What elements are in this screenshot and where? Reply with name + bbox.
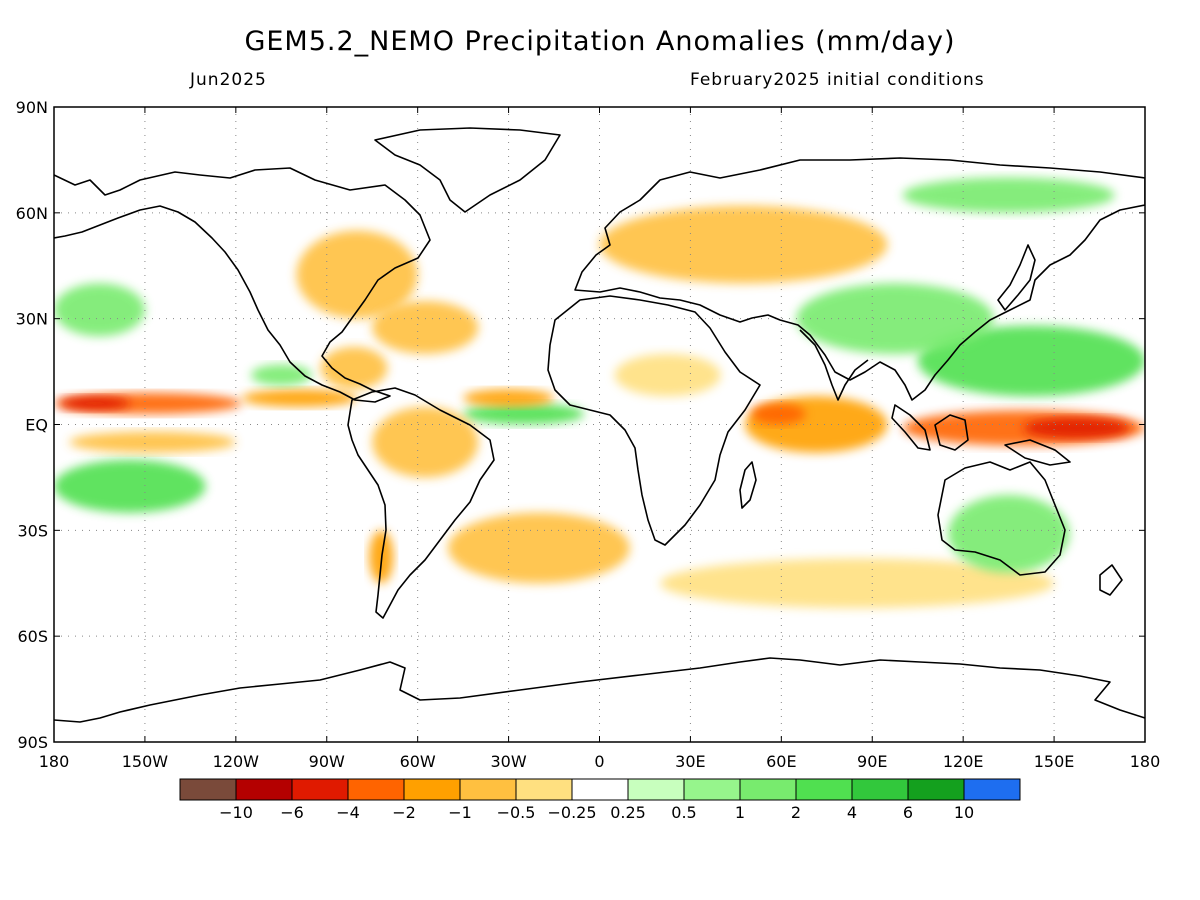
colorbar-swatch	[235, 778, 293, 801]
colorbar: −10 −6 −4 −2 −1 −0.5 −0.25 0.25 0.5 1 2 4 6 10	[179, 778, 1021, 822]
coastline-antarctica	[54, 657, 1145, 723]
colorbar-label: 2	[791, 803, 801, 822]
colorbar-label: −1	[448, 803, 472, 822]
colorbar-label: 6	[903, 803, 913, 822]
lat-tick-label: 60S	[17, 627, 48, 646]
colorbar-label: 1	[735, 803, 745, 822]
lon-tick-label: 90E	[857, 752, 887, 771]
colorbar-label: −2	[392, 803, 416, 822]
colorbar-swatch	[291, 778, 349, 801]
map-title: GEM5.2_NEMO Precipitation Anomalies (mm/…	[244, 26, 956, 57]
lon-tick-label: 180	[39, 752, 70, 771]
lon-tick-label: 120W	[213, 752, 260, 771]
colorbar-swatch	[403, 778, 461, 801]
lat-tick-label: 60N	[16, 204, 48, 223]
anomaly-equatorial-atlantic-wet	[463, 403, 585, 425]
coastline-madagascar	[739, 461, 757, 509]
anomaly-africa-sahel-dry	[614, 353, 721, 397]
lat-tick-label: 90N	[16, 98, 48, 117]
colorbar-label: −0.25	[547, 803, 596, 822]
lon-tick-label: 180	[1130, 752, 1161, 771]
colorbar-swatch	[963, 778, 1021, 801]
colorbar-swatch	[627, 778, 685, 801]
anomaly-europe-asia-dry	[599, 205, 888, 284]
coastline-australia	[937, 461, 1066, 576]
anomaly-west-pacific-wet	[917, 325, 1145, 397]
anomaly-north-siberia-wet	[902, 177, 1115, 213]
lat-tick-label: 30N	[16, 310, 48, 329]
anomaly-north-atlantic-dry	[372, 301, 479, 354]
lon-tick-label: 150E	[1034, 752, 1075, 771]
colorbar-swatch	[179, 778, 237, 801]
coastline-africa	[547, 295, 761, 546]
colorbar-swatch	[851, 778, 909, 801]
colorbar-label: −4	[336, 803, 360, 822]
colorbar-label: 4	[847, 803, 857, 822]
forecast-month: Jun2025	[190, 70, 267, 90]
anomaly-east-pacific-wet	[250, 364, 312, 386]
colorbar-swatch	[739, 778, 797, 801]
anomaly-australia-wet	[948, 495, 1070, 573]
coastline-borneo	[934, 414, 969, 451]
colorbar-swatch	[515, 778, 573, 801]
lon-tick-label: 120E	[943, 752, 984, 771]
anomaly-indian-ocean-core	[751, 403, 806, 425]
colorbar-swatch	[683, 778, 741, 801]
anomaly-south-pacific-dry	[69, 431, 236, 453]
lat-tick-label: 30S	[17, 521, 48, 540]
colorbar-swatch	[907, 778, 965, 801]
coastline-india	[799, 329, 869, 401]
anomaly-itcz-east-pacific-dry	[241, 389, 358, 407]
anomaly-south-america-dry	[372, 406, 479, 478]
coastline-eurasia	[574, 157, 1145, 401]
coastlines	[54, 127, 1145, 723]
lon-tick-label: 30W	[490, 752, 526, 771]
coastline-new-zealand	[1099, 564, 1123, 596]
lat-tick-label: 90S	[17, 733, 48, 752]
lon-tick-label: 90W	[309, 752, 345, 771]
colorbar-label: 0.25	[610, 803, 646, 822]
coastline-south-america	[347, 387, 495, 619]
coastline-sumatra	[891, 404, 931, 451]
colorbar-label: −10	[219, 803, 253, 822]
colorbar-label: 10	[954, 803, 974, 822]
lon-tick-label: 60E	[766, 752, 796, 771]
colorbar-swatch	[571, 778, 629, 801]
colorbar-swatch	[795, 778, 853, 801]
colorbar-label: −0.5	[497, 803, 536, 822]
lon-tick-label: 60W	[400, 752, 436, 771]
anomaly-south-pacific-wet	[54, 459, 206, 513]
colorbar-label: 0.5	[671, 803, 696, 822]
coastline-greenland	[374, 127, 561, 213]
lon-tick-label: 150W	[122, 752, 169, 771]
colorbar-swatch	[347, 778, 405, 801]
anomaly-central-america-dry	[320, 346, 388, 390]
anomaly-west-pacific-core	[1023, 417, 1130, 439]
coastline-japan	[997, 244, 1036, 311]
initial-conditions-label: February2025 initial conditions	[690, 70, 985, 90]
colorbar-label: −6	[280, 803, 304, 822]
colorbar-swatch	[459, 778, 517, 801]
lon-tick-label: 0	[594, 752, 604, 771]
coastline-north-america	[54, 167, 431, 403]
coastline-new-guinea	[1004, 439, 1071, 466]
anomaly-itcz-central-pacific-core	[60, 396, 130, 411]
anomaly-southern-ocean-dry	[660, 558, 1055, 608]
anomaly-west-atlantic-dry	[463, 389, 555, 407]
lat-tick-label: EQ	[25, 416, 48, 435]
lon-tick-label: 30E	[675, 752, 705, 771]
anomaly-south-atlantic-dry	[447, 512, 630, 584]
anomaly-north-pacific-wet	[54, 283, 145, 337]
